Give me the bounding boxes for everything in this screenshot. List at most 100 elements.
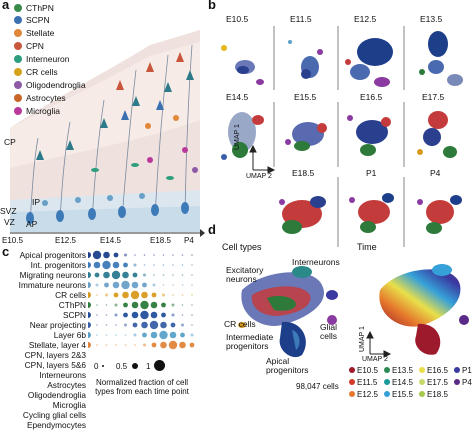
dotplot-dot <box>96 294 98 296</box>
row-label: Astrocytes <box>47 380 86 390</box>
legend-swatch <box>384 379 390 385</box>
row-color-marker <box>88 272 91 278</box>
row-label: Int. progenitors <box>30 260 86 270</box>
dotplot-dot <box>92 250 102 260</box>
time-legend-item: E14.5 <box>384 378 413 387</box>
cell-count: 98,047 cells <box>296 382 339 391</box>
time-legend-item: E10.5 <box>349 366 378 375</box>
timeline-e12-5: E12.5 <box>55 236 76 245</box>
dotplot-dot <box>149 320 159 330</box>
dotplot-dot <box>181 264 184 266</box>
umap2-axis-label-d: UMAP 2 <box>362 356 388 363</box>
dotplot-dot <box>181 274 184 276</box>
dotplot-dot <box>124 323 127 327</box>
time-legend-item: E12.5 <box>349 390 378 399</box>
legend-swatch <box>14 42 22 50</box>
legend-swatch <box>14 4 22 12</box>
dotplot-dot <box>171 313 175 317</box>
dotplot-dot <box>142 282 147 288</box>
umap-time <box>366 264 469 358</box>
dotplot-dot <box>134 254 136 256</box>
dotplot-dot <box>150 311 158 319</box>
umap-e18-5 <box>279 196 326 234</box>
dotplot-dot <box>181 304 184 306</box>
dotplot-dot <box>143 264 146 266</box>
dotplot-dot <box>134 344 136 346</box>
dotplot-dot <box>169 331 177 339</box>
tp-label: E10.5 <box>226 14 249 24</box>
dotplot-dot <box>181 284 184 286</box>
tp-label: E17.5 <box>422 92 445 102</box>
dotplot-dot <box>151 292 157 298</box>
legend-item: Microglia <box>14 106 60 116</box>
dotplot-dot <box>131 301 139 309</box>
dotplot-dot <box>141 291 148 299</box>
tp-label: E14.5 <box>226 92 249 102</box>
dotplot-dot <box>191 324 193 326</box>
dotplot-dot <box>150 331 158 339</box>
umap-grid <box>221 26 463 247</box>
dotplot-dot <box>105 324 108 326</box>
umap-e14-5 <box>221 112 264 160</box>
row-label: CR cells <box>55 290 86 300</box>
dotplot-dot <box>143 343 146 347</box>
dotplot-dot <box>105 293 108 297</box>
dotplot-dot <box>113 292 119 298</box>
time-legend-item: E18.5 <box>419 390 448 399</box>
row-label: Ependymocytes <box>26 420 86 430</box>
legend-swatch <box>384 367 390 373</box>
dotplot-dot <box>121 280 130 290</box>
tp-label: E18.5 <box>292 168 315 178</box>
dotplot-dot <box>122 271 129 279</box>
size-dot-0-5 <box>132 363 138 369</box>
dotplot-dot <box>124 334 127 336</box>
row-label: CThPN <box>58 300 86 310</box>
legend-item: Stellate <box>14 28 54 38</box>
dotplot-dot <box>93 261 101 269</box>
dotplot-dot <box>150 301 158 309</box>
umap-p1 <box>349 193 394 233</box>
umap-e16-5 <box>347 115 391 156</box>
dotplot-dot <box>153 264 155 266</box>
panel-c-label: c <box>2 244 10 259</box>
timeline-p4: P4 <box>184 236 194 245</box>
size-dot-1 <box>154 360 165 371</box>
legend-swatch <box>419 391 425 397</box>
tp-label: P4 <box>430 168 441 178</box>
cortex-schematic <box>10 30 205 237</box>
cr-cells-label: CR cells <box>224 319 256 329</box>
timeline-e14-5: E14.5 <box>100 236 121 245</box>
dotplot-dot <box>181 314 184 316</box>
tp-label: E11.5 <box>290 14 312 24</box>
umap-e11-5 <box>288 40 323 79</box>
dotplot-dot <box>114 313 118 317</box>
dot-size-legend: 0 0.5 1 Normalized fraction of cell type… <box>88 352 198 431</box>
dotplot-dot <box>191 274 193 276</box>
legend-item: Interneuron <box>14 54 69 64</box>
row-label: Cycling glial cells <box>22 410 86 420</box>
dotplot-dot <box>123 302 128 308</box>
legend-swatch <box>14 68 22 76</box>
time-legend-item: E11.5 <box>349 378 377 387</box>
dotplot-dot <box>115 344 117 346</box>
dotplot-dot <box>190 333 194 337</box>
legend-item: CPN <box>14 41 44 51</box>
dotplot-dot <box>191 314 193 316</box>
umap-e13-5 <box>419 31 463 86</box>
dotplot-dot <box>161 302 166 308</box>
interneurons-label: Interneurons <box>292 257 340 267</box>
time-legend-item: P1 <box>454 366 472 375</box>
time-legend-item: E13.5 <box>384 366 413 375</box>
dotplot-dot <box>96 304 98 306</box>
dotplot-dot <box>172 264 174 266</box>
dotplot-dot <box>103 251 110 259</box>
row-label: Migrating neurons <box>19 270 86 280</box>
dotplot-dot <box>112 281 120 289</box>
row-label: Layer 6b <box>53 330 86 340</box>
row-color-marker <box>88 282 91 288</box>
dotplot-dot <box>153 254 155 256</box>
row-label: Near projecting <box>29 320 86 330</box>
dotplot-dot <box>105 334 108 336</box>
row-color-marker <box>88 302 91 308</box>
dotplot-dot <box>162 274 165 276</box>
